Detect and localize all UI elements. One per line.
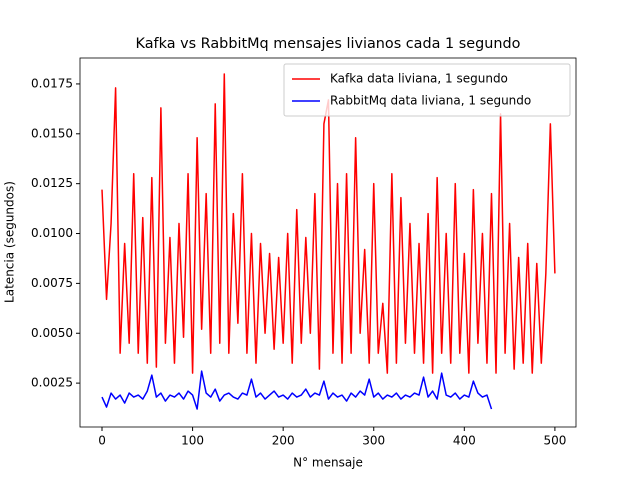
y-tick-label: 0.0100 bbox=[31, 226, 73, 240]
x-tick-label: 300 bbox=[362, 434, 385, 448]
y-tick-label: 0.0150 bbox=[31, 126, 73, 140]
chart-title: Kafka vs RabbitMq mensajes livianos cada… bbox=[136, 36, 521, 52]
y-tick-label: 0.0050 bbox=[31, 326, 73, 340]
x-tick-label: 500 bbox=[543, 434, 566, 448]
y-tick-label: 0.0025 bbox=[31, 376, 73, 390]
x-axis-label: N° mensaje bbox=[293, 456, 363, 470]
series-line bbox=[101, 370, 493, 410]
x-tick-label: 100 bbox=[181, 434, 204, 448]
y-tick-label: 0.0175 bbox=[31, 76, 73, 90]
legend-box bbox=[283, 63, 571, 117]
legend-label: Kafka data liviana, 1 segundo bbox=[330, 72, 508, 86]
series-line bbox=[101, 73, 556, 374]
x-tick-label: 0 bbox=[98, 434, 106, 448]
x-tick-label: 400 bbox=[453, 434, 476, 448]
y-axis-label: Latencia (segundos) bbox=[3, 181, 17, 303]
y-tick-label: 0.0125 bbox=[31, 176, 73, 190]
y-tick-label: 0.0075 bbox=[31, 276, 73, 290]
x-tick-label: 200 bbox=[272, 434, 295, 448]
legend-label: RabbitMq data liviana, 1 segundo bbox=[330, 94, 531, 108]
plot-frame bbox=[79, 57, 577, 428]
